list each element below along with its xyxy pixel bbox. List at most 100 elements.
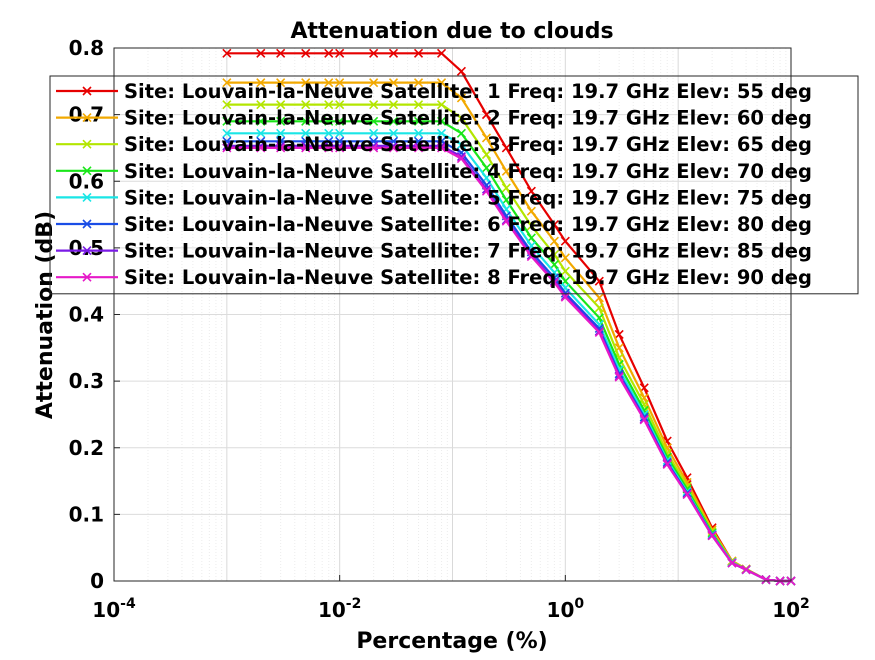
data-point (682, 489, 692, 499)
data-point (324, 143, 334, 153)
data-point (256, 78, 266, 88)
data-point (335, 128, 345, 138)
data-point (301, 143, 311, 153)
data-point (526, 186, 536, 196)
data-point (560, 266, 570, 276)
legend-marker (82, 86, 92, 96)
x-tick-label: 10-2 (318, 596, 361, 622)
data-point (526, 221, 536, 231)
y-tick-label: 0 (90, 569, 104, 593)
data-point (560, 236, 570, 246)
data-point (301, 100, 311, 110)
legend-label: Site: Louvain-la-Neuve Satellite: 8 Freq… (124, 266, 812, 289)
data-point (369, 48, 379, 58)
data-point (276, 116, 286, 126)
data-point (388, 48, 399, 58)
data-point (369, 100, 379, 110)
data-point (761, 575, 771, 585)
data-point (594, 327, 604, 338)
legend-marker (82, 192, 92, 202)
data-point (222, 128, 232, 138)
data-point (549, 219, 559, 230)
y-tick-label: 0.5 (69, 236, 104, 260)
data-point (324, 128, 334, 138)
data-point (335, 116, 345, 126)
y-tick-label: 0.8 (69, 36, 104, 60)
legend-label: Site: Louvain-la-Neuve Satellite: 1 Freq… (124, 80, 812, 103)
data-point (388, 128, 399, 138)
data-point (456, 154, 466, 164)
data-point (413, 100, 424, 110)
data-point (276, 143, 286, 153)
y-tick-label: 0.3 (69, 369, 104, 393)
data-point (276, 128, 286, 138)
data-point (560, 253, 570, 263)
data-point (560, 292, 570, 302)
data-point (335, 100, 345, 110)
data-point (456, 128, 466, 138)
data-point (301, 116, 311, 126)
data-point (662, 459, 672, 469)
data-point (481, 186, 492, 196)
data-point (222, 48, 232, 58)
data-point (222, 116, 232, 126)
tick-layer: 0 0.1 0.2 0.3 0.4 0.5 0.6 0.7 0.8 10-4 10-2 100 102 (69, 36, 810, 622)
data-point (324, 116, 334, 126)
data-point (594, 276, 604, 286)
legend-marker (82, 246, 92, 256)
data-point (549, 259, 559, 270)
data-point (456, 152, 466, 162)
data-point (369, 116, 379, 126)
data-point (481, 133, 492, 143)
legend-marker (82, 219, 92, 229)
data-point (276, 48, 286, 58)
data-point (324, 78, 334, 88)
data-point (501, 183, 511, 193)
data-point (335, 143, 345, 153)
data-point (256, 100, 266, 110)
legend-item: Site: Louvain-la-Neuve Satellite: 2 Freq… (56, 107, 812, 130)
data-point (276, 78, 286, 88)
data-point (481, 163, 492, 173)
legend: Site: Louvain-la-Neuve Satellite: 1 Freq… (49, 75, 859, 295)
data-point (335, 78, 345, 88)
legend-marker (82, 113, 92, 123)
data-point (388, 100, 399, 110)
data-point (369, 78, 379, 88)
y-tick-label: 0.4 (69, 303, 104, 327)
data-point (324, 48, 334, 58)
legend-item: Site: Louvain-la-Neuve Satellite: 8 Freq… (56, 266, 812, 289)
data-point (549, 249, 559, 260)
data-point (614, 329, 624, 340)
data-point (639, 415, 649, 425)
legend-label: Site: Louvain-la-Neuve Satellite: 6 Freq… (124, 213, 812, 236)
data-point (256, 143, 266, 153)
legend-item: Site: Louvain-la-Neuve Satellite: 7 Freq… (56, 240, 812, 263)
x-tick-label: 102 (772, 596, 810, 622)
grid-layer (113, 47, 791, 582)
legend-label: Site: Louvain-la-Neuve Satellite: 2 Freq… (124, 107, 812, 130)
data-point (549, 277, 559, 288)
data-point (256, 116, 266, 126)
data-point (501, 216, 511, 226)
series-layer (222, 48, 796, 586)
legend-marker (82, 139, 92, 149)
data-point (727, 558, 737, 568)
data-point (456, 66, 466, 76)
legend-item: Site: Louvain-la-Neuve Satellite: 6 Freq… (56, 213, 812, 236)
legend-item: Site: Louvain-la-Neuve Satellite: 5 Freq… (56, 186, 812, 209)
data-point (413, 48, 424, 58)
data-point (614, 372, 624, 382)
y-tick-label: 0.1 (69, 502, 104, 526)
data-point (501, 166, 511, 176)
legend-label: Site: Louvain-la-Neuve Satellite: 4 Freq… (124, 160, 812, 183)
y-tick-label: 0.2 (69, 436, 104, 460)
data-point (436, 143, 447, 153)
data-point (369, 143, 379, 153)
series-8 (222, 143, 796, 586)
data-point (222, 143, 232, 153)
data-point (741, 565, 751, 575)
data-point (324, 100, 334, 110)
data-point (436, 128, 447, 138)
